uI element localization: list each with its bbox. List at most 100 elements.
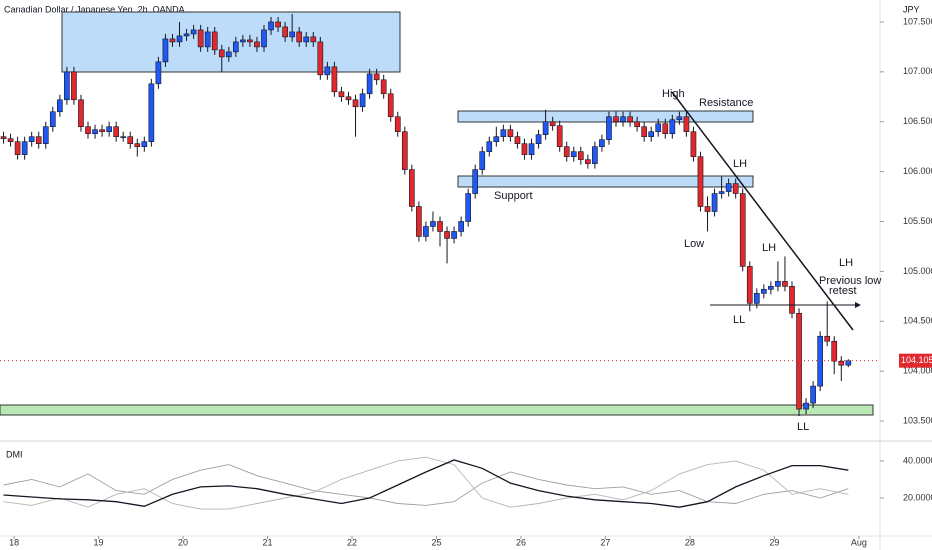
candle-body <box>824 335 831 342</box>
candle-body <box>401 131 408 170</box>
annotation: retest <box>829 285 857 297</box>
annotation: Resistance <box>699 97 753 109</box>
candle-body <box>49 111 56 128</box>
candle-body <box>683 116 690 133</box>
candle-body <box>465 193 471 222</box>
candle-body <box>387 93 394 118</box>
candle-body <box>521 143 528 155</box>
candle-body <box>634 121 640 128</box>
candle-body <box>662 123 669 134</box>
chart-title: Canadian Dollar / Japanese Yen, 2h, OAND… <box>4 4 185 14</box>
candle-body <box>113 126 119 137</box>
y-tick-label: 40.0000 <box>903 455 932 465</box>
y-tick-label: 20.0000 <box>903 492 932 502</box>
candle-body <box>423 226 429 237</box>
candle-body <box>768 286 774 290</box>
candle-body <box>599 139 605 147</box>
candle-body <box>718 191 725 194</box>
indicator-title: DMI <box>6 449 23 459</box>
candle-body <box>810 385 816 404</box>
candle-body <box>120 136 127 138</box>
candle-body <box>641 126 647 137</box>
candle-body <box>831 340 838 362</box>
annotation: LH <box>733 158 747 170</box>
candle-body <box>197 29 204 48</box>
candle-body <box>127 136 134 144</box>
annotation: Previous low <box>819 275 881 287</box>
candle-body <box>486 141 493 152</box>
candle-body <box>761 289 767 294</box>
candle-body <box>606 116 612 140</box>
candle-body <box>204 31 211 48</box>
y-tick-label: 107.000 <box>903 66 932 76</box>
candle-body <box>225 51 232 58</box>
indicator-line <box>3 459 849 508</box>
candle-body <box>620 116 626 123</box>
candle-body <box>394 116 401 133</box>
annotation: LH <box>762 242 776 254</box>
support-zone <box>0 404 874 416</box>
x-tick-label: 29 <box>769 537 779 547</box>
candle-body <box>28 136 35 142</box>
candle-body <box>458 221 464 232</box>
candle-body <box>430 221 436 227</box>
candle-body <box>528 143 535 155</box>
candle-body <box>92 129 98 134</box>
candle-body <box>324 66 331 76</box>
candle-body <box>268 21 274 31</box>
candle-body <box>155 61 162 85</box>
trend-line <box>671 91 854 331</box>
indicator-line <box>3 464 849 506</box>
candle-body <box>169 38 176 43</box>
candle-body <box>338 91 345 98</box>
candle-body <box>35 136 42 144</box>
candle-body <box>0 136 7 139</box>
candle-body <box>275 21 281 28</box>
last-price-label: 104.105 <box>901 355 932 365</box>
candle-body <box>592 146 598 164</box>
candle-body <box>310 36 317 43</box>
candle-body <box>14 141 21 155</box>
y-tick-label: 104.000 <box>903 366 932 376</box>
candle-body <box>247 39 253 43</box>
candle-body <box>303 36 310 43</box>
annotation: LL <box>797 421 809 433</box>
candle-body <box>409 169 415 207</box>
candle-body <box>704 206 711 212</box>
candle-body <box>42 126 49 144</box>
y-tick-label: 105.000 <box>903 266 932 276</box>
candle-body <box>85 126 91 134</box>
candle-body <box>732 183 739 194</box>
y-tick-label: 106.000 <box>903 166 932 176</box>
candle-body <box>746 266 753 304</box>
candle-body <box>352 99 359 108</box>
candle-body <box>789 286 795 314</box>
candle-body <box>549 121 556 127</box>
x-tick-label: 25 <box>431 537 441 547</box>
y-tick-label: 104.500 <box>903 316 932 326</box>
y-tick-label: 105.500 <box>903 216 932 226</box>
candle-body <box>493 136 500 142</box>
x-tick-label: 21 <box>263 537 273 547</box>
candle-body <box>514 136 521 144</box>
candle-body <box>655 123 662 133</box>
annotation: LL <box>733 314 745 326</box>
candle-body <box>627 116 633 123</box>
candle-body <box>148 83 155 142</box>
candle-body <box>775 281 781 287</box>
candle-body <box>648 131 655 137</box>
candle-body <box>254 41 260 48</box>
currency: JPY <box>903 4 920 14</box>
candle-body <box>479 151 486 170</box>
candle-body <box>416 206 422 237</box>
annotation: High <box>662 88 685 100</box>
candle-body <box>753 293 760 304</box>
candle-body <box>359 93 366 108</box>
indicator-line <box>3 456 849 510</box>
candle-body <box>373 73 380 81</box>
annotation: Support <box>494 190 533 202</box>
candle-body <box>739 193 746 267</box>
candle-body <box>233 41 239 53</box>
candle-body <box>106 126 112 133</box>
